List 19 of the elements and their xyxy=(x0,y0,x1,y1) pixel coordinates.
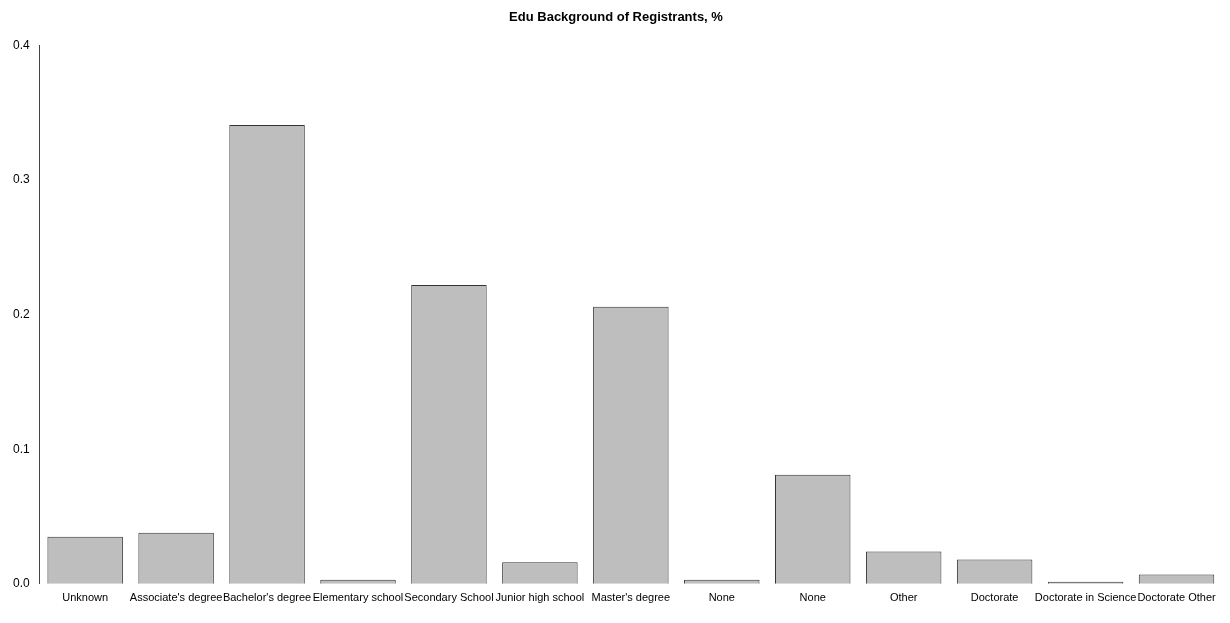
x-tick-label: Bachelor's degree xyxy=(222,591,312,604)
y-tick-label: 0.1 xyxy=(12,441,30,456)
x-tick-label: Doctorate xyxy=(970,591,1019,604)
x-tick-label: Master's degree xyxy=(591,591,671,604)
x-tick-label: Unknown xyxy=(62,591,109,604)
x-tick-label: Elementary school xyxy=(312,591,404,604)
chart-title: Edu Background of Registrants, % xyxy=(509,9,724,25)
x-tick-label: Junior high school xyxy=(495,591,585,604)
y-tick-label: 0.0 xyxy=(12,576,30,591)
x-tick-label: None xyxy=(799,591,826,604)
x-tick-label: Associate's degree xyxy=(129,591,223,604)
x-tick-label: Doctorate in Science xyxy=(1034,591,1137,604)
x-tick-label: Doctorate Other xyxy=(1137,591,1216,604)
y-tick-label: 0.3 xyxy=(12,172,30,187)
x-tick-label: None xyxy=(708,591,735,604)
y-tick-label: 0.4 xyxy=(12,37,30,52)
x-tick-label: Secondary School xyxy=(404,591,494,604)
y-tick-label: 0.2 xyxy=(12,307,30,322)
x-tick-label: Other xyxy=(889,591,918,604)
